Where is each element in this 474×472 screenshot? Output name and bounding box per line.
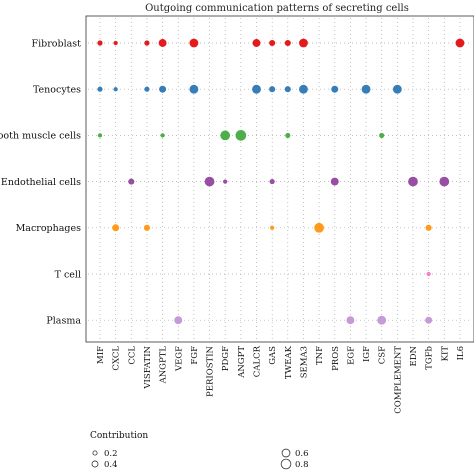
dot-fibroblast-cxcl [113, 40, 118, 46]
dot-endothelial-cells-pdgf [223, 179, 228, 184]
legend-circle [281, 448, 291, 458]
x-tick-label: CXCL [112, 346, 122, 371]
dot-macrophages-visfatin [143, 224, 150, 231]
x-tick-label: CSF [378, 346, 388, 364]
x-tick-label: FGF [190, 346, 200, 365]
dot-smooth-muscle-cells-mif [97, 133, 103, 138]
x-tick-label: EGF [346, 346, 356, 365]
dot-tenocytes-cxcl [113, 87, 118, 92]
pathway-labels: MIF CXCL CCL VISFATIN ANGPTL VEGF FGF PERIOSTIN… [96, 345, 466, 413]
x-tick-label: CALCR [253, 345, 263, 377]
dot-plasma-egf [346, 316, 355, 325]
dot-endothelial-cells-periostin [204, 176, 215, 187]
dot-tenocytes-tweak [284, 86, 291, 93]
dot-fibroblast-fgf [189, 38, 199, 48]
dot-fibroblast-gas [269, 39, 276, 47]
x-tick-label: CCL [127, 346, 137, 365]
x-tick-label: PDGF [221, 346, 231, 371]
x-tick-label: KIT [440, 346, 450, 362]
chart-title: Outgoing communication patterns of secre… [145, 3, 409, 14]
dot-tenocytes-visfatin [144, 86, 150, 92]
dot-endothelial-cells-pros [330, 177, 339, 186]
x-tick-label: IL6 [456, 346, 466, 360]
dot-fibroblast-calcr [252, 39, 261, 47]
dot-fibroblast-mif [97, 40, 103, 46]
legend-label: 0.8 [295, 460, 309, 470]
x-tick-label: GAS [268, 346, 278, 365]
data-points [97, 38, 465, 325]
dot-plasma-csf [377, 315, 387, 325]
x-tick-label: SEMA3 [299, 346, 309, 378]
dot-macrophages-tnf [314, 222, 324, 233]
x-tick-label: PERIOSTIN [206, 345, 216, 397]
y-tick-label: Fibroblast [32, 38, 82, 49]
dot-fibroblast-sema3 [299, 38, 308, 48]
dot-smooth-muscle-cells-tweak [285, 132, 291, 138]
legend-circle [92, 450, 98, 456]
legend-label: 0.4 [104, 460, 118, 470]
size-legend: 0.20.4 0.60.8 [91, 448, 309, 470]
legend-label: 0.2 [104, 449, 118, 459]
x-tick-label: VEGF [174, 346, 184, 372]
dot-tenocytes-gas [269, 86, 276, 93]
cell-type-labels: Fibroblast Tenocytes Smooth muscle cells En… [0, 38, 81, 326]
dot-fibroblast-visfatin [144, 40, 150, 46]
x-tick-label: MIF [96, 346, 106, 364]
y-tick-label: Tenocytes [33, 85, 81, 96]
y-tick-label: T cell [55, 269, 81, 280]
dot-tenocytes-sema3 [299, 84, 308, 94]
dot-tenocytes-complement [392, 84, 402, 94]
dot-fibroblast-angptl [158, 39, 167, 47]
x-tick-label: VISFATIN [143, 345, 153, 389]
dot-smooth-muscle-cells-angpt [235, 130, 247, 141]
x-tick-label: COMPLEMENT [393, 346, 403, 414]
y-tick-label: Smooth muscle cells [0, 131, 81, 142]
x-tick-label: PROS [331, 346, 341, 371]
dot-fibroblast-tweak [284, 39, 291, 47]
dot-tenocytes-igf [361, 84, 371, 94]
legend-label: 0.6 [295, 449, 309, 459]
dot-smooth-muscle-cells-pdgf [220, 130, 231, 141]
x-tick-label: TNF [315, 346, 325, 365]
dot-t-cell-tgfb [426, 271, 431, 277]
dot-macrophages-cxcl [112, 224, 120, 232]
dot-tenocytes-mif [97, 86, 103, 92]
dot-tenocytes-calcr [252, 84, 261, 94]
y-tick-label: Plasma [46, 316, 81, 327]
dot-endothelial-cells-gas [269, 179, 275, 185]
dot-tenocytes-pros [331, 85, 339, 93]
dot-tenocytes-angptl [159, 85, 167, 93]
dot-endothelial-cells-ccl [128, 178, 135, 185]
x-tick-label: EDN [409, 345, 419, 366]
dot-tenocytes-fgf [189, 84, 199, 94]
dot-endothelial-cells-edn [408, 176, 418, 187]
legend-circle [280, 458, 292, 470]
x-tick-label: IGF [362, 346, 372, 362]
y-tick-label: Endothelial cells [1, 177, 81, 188]
dot-smooth-muscle-cells-angptl [160, 133, 165, 138]
x-tick-label: ANGPT [237, 346, 247, 379]
dot-endothelial-cells-kit [439, 176, 450, 187]
dot-plasma-tgfb [425, 316, 433, 324]
dot-macrophages-gas [270, 225, 275, 230]
dot-macrophages-tgfb [425, 224, 432, 231]
y-tick-label: Macrophages [16, 223, 82, 234]
plot-frame [85, 15, 474, 343]
x-tick-label: ANGPTL [159, 346, 169, 385]
x-tick-label: TGFb [425, 345, 435, 369]
dot-plasma-vegf [174, 316, 183, 325]
dot-fibroblast-il6 [455, 38, 465, 48]
legend-circle [91, 460, 99, 468]
dot-smooth-muscle-cells-csf [379, 132, 385, 138]
x-tick-label: TWEAK [284, 345, 294, 379]
legend-title: Contribution [90, 431, 148, 441]
